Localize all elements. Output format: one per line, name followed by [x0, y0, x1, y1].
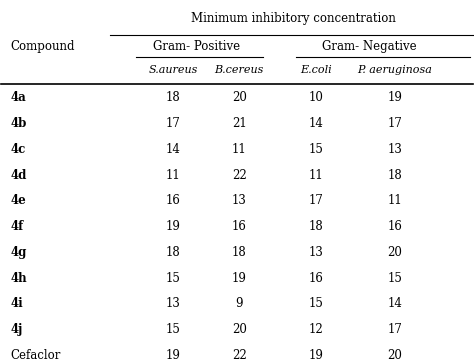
Text: 22: 22 — [232, 349, 247, 362]
Text: 19: 19 — [309, 349, 324, 362]
Text: 13: 13 — [309, 246, 324, 259]
Text: Cefaclor: Cefaclor — [11, 349, 61, 362]
Text: 16: 16 — [232, 220, 247, 233]
Text: B.cereus: B.cereus — [215, 65, 264, 75]
Text: 11: 11 — [232, 143, 247, 156]
Text: 15: 15 — [309, 297, 324, 310]
Text: 18: 18 — [309, 220, 324, 233]
Text: 19: 19 — [166, 349, 181, 362]
Text: 10: 10 — [309, 91, 324, 104]
Text: 4c: 4c — [11, 143, 26, 156]
Text: 4e: 4e — [11, 194, 27, 207]
Text: 4b: 4b — [11, 117, 27, 130]
Text: P. aeruginosa: P. aeruginosa — [357, 65, 432, 75]
Text: Gram- Negative: Gram- Negative — [322, 40, 416, 52]
Text: 15: 15 — [387, 272, 402, 285]
Text: 21: 21 — [232, 117, 247, 130]
Text: 4j: 4j — [11, 323, 23, 336]
Text: 18: 18 — [232, 246, 247, 259]
Text: 15: 15 — [166, 272, 181, 285]
Text: 17: 17 — [387, 323, 402, 336]
Text: 15: 15 — [166, 323, 181, 336]
Text: 16: 16 — [309, 272, 324, 285]
Text: 16: 16 — [387, 220, 402, 233]
Text: 11: 11 — [309, 169, 324, 182]
Text: 18: 18 — [166, 91, 181, 104]
Text: 4g: 4g — [11, 246, 27, 259]
Text: 16: 16 — [166, 194, 181, 207]
Text: 17: 17 — [387, 117, 402, 130]
Text: 4f: 4f — [11, 220, 24, 233]
Text: 11: 11 — [387, 194, 402, 207]
Text: 4h: 4h — [11, 272, 27, 285]
Text: S.aureus: S.aureus — [149, 65, 198, 75]
Text: Minimum inhibitory concentration: Minimum inhibitory concentration — [191, 12, 396, 25]
Text: 19: 19 — [166, 220, 181, 233]
Text: 20: 20 — [387, 246, 402, 259]
Text: 20: 20 — [232, 323, 247, 336]
Text: E.coli: E.coli — [301, 65, 332, 75]
Text: 17: 17 — [166, 117, 181, 130]
Text: 13: 13 — [387, 143, 402, 156]
Text: 22: 22 — [232, 169, 247, 182]
Text: 19: 19 — [387, 91, 402, 104]
Text: 14: 14 — [387, 297, 402, 310]
Text: Gram- Positive: Gram- Positive — [154, 40, 240, 52]
Text: 13: 13 — [232, 194, 247, 207]
Text: 12: 12 — [309, 323, 324, 336]
Text: 4a: 4a — [11, 91, 27, 104]
Text: 15: 15 — [309, 143, 324, 156]
Text: 17: 17 — [309, 194, 324, 207]
Text: 9: 9 — [236, 297, 243, 310]
Text: 18: 18 — [166, 246, 181, 259]
Text: 19: 19 — [232, 272, 247, 285]
Text: 11: 11 — [166, 169, 181, 182]
Text: 20: 20 — [387, 349, 402, 362]
Text: 14: 14 — [309, 117, 324, 130]
Text: 13: 13 — [166, 297, 181, 310]
Text: 4d: 4d — [11, 169, 27, 182]
Text: Compound: Compound — [11, 40, 75, 52]
Text: 14: 14 — [166, 143, 181, 156]
Text: 4i: 4i — [11, 297, 24, 310]
Text: 18: 18 — [387, 169, 402, 182]
Text: 20: 20 — [232, 91, 247, 104]
